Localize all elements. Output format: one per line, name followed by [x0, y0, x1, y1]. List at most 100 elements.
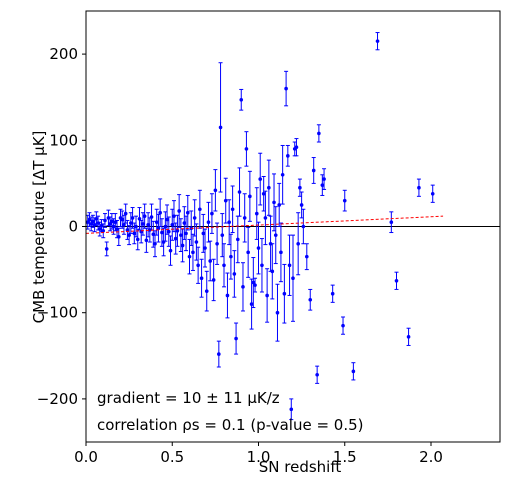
data-point	[287, 263, 292, 268]
data-point	[185, 210, 190, 215]
data-point	[234, 336, 238, 341]
plot-area	[86, 32, 500, 421]
fit-line	[86, 215, 444, 234]
data-point	[94, 216, 99, 221]
data-point	[249, 302, 254, 306]
x-axis-label: SN redshift	[259, 458, 342, 476]
data-point	[101, 229, 106, 233]
data-point	[263, 216, 268, 220]
data-point	[201, 231, 206, 236]
data-point	[284, 86, 288, 91]
data-point	[275, 310, 280, 315]
data-point	[322, 177, 326, 181]
data-point	[375, 39, 380, 43]
gradient-annotation: gradient = 10 ± 11 μK/z	[97, 389, 280, 407]
data-point	[192, 216, 197, 220]
data-point	[286, 154, 290, 158]
data-point	[270, 269, 275, 274]
data-point	[160, 230, 164, 235]
y-tick-label: 200	[49, 45, 78, 63]
data-point	[261, 191, 266, 196]
data-point	[175, 229, 180, 233]
data-point	[317, 131, 321, 136]
data-point	[210, 211, 214, 216]
data-point	[158, 210, 162, 215]
data-point	[184, 231, 188, 236]
data-point	[108, 222, 112, 226]
axes: 0.0 0.5 1.0 1.5 2.0 −200 −100 0 100 200	[37, 10, 501, 466]
data-point	[417, 185, 421, 190]
data-point	[389, 220, 394, 224]
data-point	[242, 216, 247, 220]
data-point	[294, 145, 299, 149]
data-point	[198, 207, 202, 212]
data-point	[123, 211, 128, 216]
plot-content	[86, 32, 500, 421]
data-point	[172, 214, 176, 218]
data-point	[170, 222, 175, 227]
data-point	[298, 185, 302, 190]
data-point	[211, 278, 216, 282]
data-point	[232, 272, 237, 276]
data-point	[187, 254, 192, 259]
data-point	[89, 222, 93, 226]
data-point	[151, 232, 156, 237]
data-point	[239, 97, 244, 102]
data-point	[213, 188, 218, 193]
data-point	[141, 222, 145, 226]
data-point	[330, 291, 335, 296]
data-point	[229, 254, 233, 259]
data-point	[430, 191, 435, 196]
data-point	[132, 231, 137, 236]
y-tick-label: 0	[68, 218, 78, 236]
data-point	[206, 220, 211, 224]
data-point	[260, 263, 264, 268]
data-point	[254, 211, 259, 216]
data-point	[305, 254, 309, 259]
data-point	[222, 263, 226, 268]
data-point	[280, 172, 285, 177]
data-point	[191, 250, 195, 255]
data-point	[146, 222, 150, 227]
data-point	[103, 218, 107, 223]
x-tick-label: 1.0	[247, 448, 271, 466]
x-tick-label: 2.0	[419, 448, 443, 466]
x-tick-label: 1.5	[333, 448, 357, 466]
data-point	[282, 291, 287, 296]
data-point	[86, 220, 90, 224]
data-point	[179, 233, 183, 237]
data-point	[99, 223, 104, 228]
y-tick-label: 100	[49, 131, 78, 149]
data-point	[311, 168, 316, 173]
data-point	[265, 293, 269, 298]
data-point	[342, 198, 347, 203]
data-point	[165, 217, 169, 222]
data-point	[199, 276, 204, 281]
data-point	[267, 185, 271, 190]
data-point	[341, 323, 345, 328]
data-point	[163, 224, 168, 229]
data-point	[87, 217, 92, 222]
data-point	[122, 222, 126, 227]
x-tick-label: 0.0	[74, 448, 98, 466]
data-point	[180, 243, 185, 248]
data-point	[137, 216, 142, 221]
data-point	[116, 235, 121, 239]
data-point	[218, 125, 223, 130]
data-point	[227, 220, 231, 224]
data-point	[273, 233, 278, 237]
data-point	[223, 198, 228, 203]
data-point	[220, 233, 225, 237]
data-point	[173, 236, 178, 241]
data-point	[217, 352, 221, 356]
data-point	[129, 221, 133, 225]
data-point	[203, 246, 207, 250]
data-point	[244, 147, 249, 151]
data-point	[130, 216, 135, 220]
data-point	[237, 190, 242, 194]
data-point	[315, 372, 319, 377]
data-point	[156, 226, 161, 231]
data-point	[236, 237, 240, 242]
data-point	[177, 209, 181, 213]
